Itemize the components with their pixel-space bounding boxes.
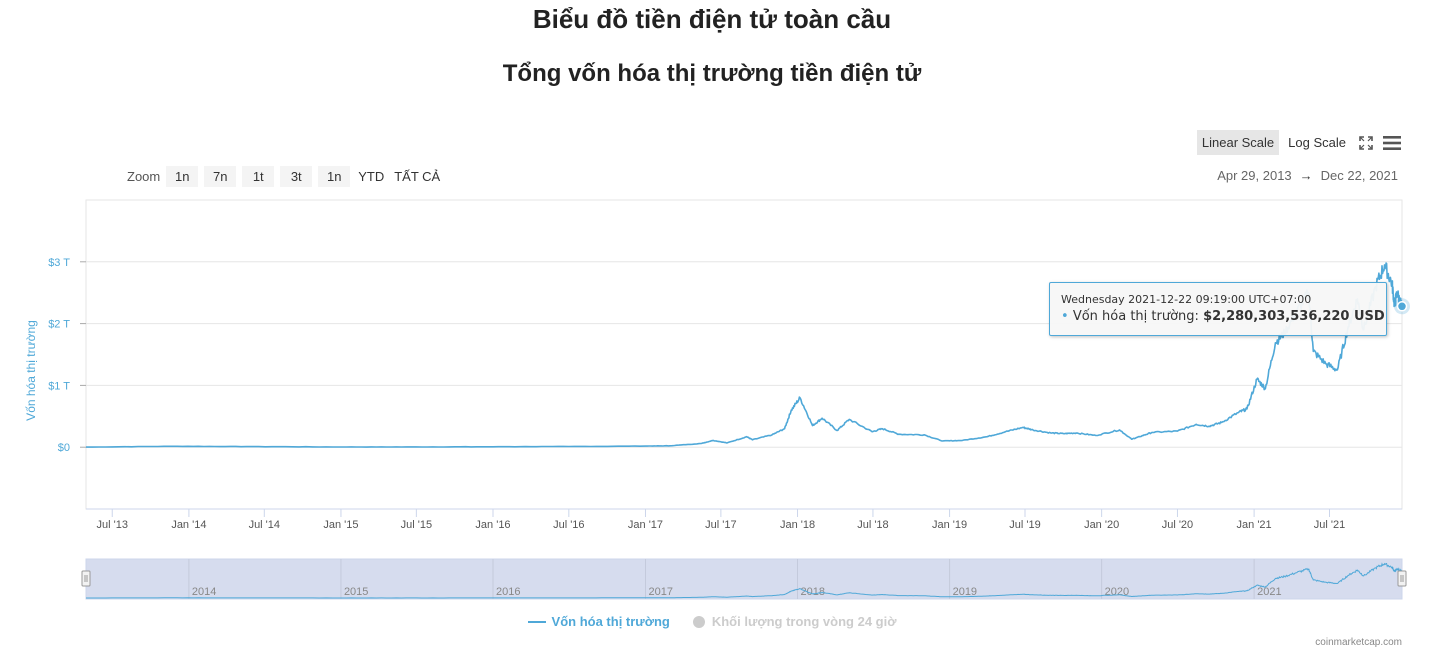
handle-body <box>81 570 91 587</box>
x-tick-label: Jul '21 <box>1314 519 1345 531</box>
zoom-1-day-button[interactable]: 1n <box>166 166 199 187</box>
navigator-left-handle[interactable] <box>81 570 91 587</box>
tooltip-value-row: • Vốn hóa thị trường: $2,280,303,536,220… <box>1061 309 1385 324</box>
x-tick-label: Jan '14 <box>171 519 206 531</box>
x-axis: Jul '13 Jan '14 Jul '14 Jan '15 Jul '15 Jan '… <box>86 508 1402 531</box>
navigator: 2014 2015 2016 2017 2018 2019 2020 2021 <box>81 558 1407 600</box>
scale-toolbar: Linear Scale Log Scale <box>1196 130 1403 155</box>
zoom-ytd-button[interactable]: YTD <box>358 169 385 184</box>
linear-scale-button[interactable]: Linear Scale <box>1196 130 1280 155</box>
navigator-tick-label: 2014 <box>192 586 216 598</box>
x-tick-label: Jan '15 <box>323 519 358 531</box>
credit-link[interactable]: coinmarketcap.com <box>1315 637 1402 648</box>
x-tick-label: Jul '15 <box>401 519 432 531</box>
tooltip-date: Wednesday 2021-12-22 09:19:00 UTC+07:00 <box>1061 293 1312 306</box>
y-tick-label: $1 T <box>48 380 70 392</box>
x-tick-label: Jul '20 <box>1162 519 1193 531</box>
date-range-to[interactable]: Dec 22, 2021 <box>1320 168 1398 183</box>
date-range: Apr 29, 2013 → Dec 22, 2021 <box>1217 168 1398 183</box>
navigator-tick-label: 2018 <box>801 586 825 598</box>
navigator-tick-label: 2017 <box>648 586 672 598</box>
navigator-tick-label: 2019 <box>953 586 977 598</box>
y-tick-label: $3 T <box>48 257 70 269</box>
x-tick-label: Jan '18 <box>780 519 815 531</box>
navigator-series-line <box>86 562 1403 599</box>
x-tick-label: Jan '21 <box>1237 519 1272 531</box>
x-tick-label: Jul '14 <box>249 519 280 531</box>
zoom-3-month-button[interactable]: 3t <box>280 166 313 187</box>
legend-label-volume: Khối lượng trong vòng 24 giờ <box>711 614 897 629</box>
tooltip-series: Vốn hóa thị trường: <box>1072 309 1199 324</box>
x-tick-label: Jul '16 <box>553 519 584 531</box>
date-range-arrow: → <box>1299 168 1313 183</box>
page-title: Biểu đồ tiền điện tử toàn cầu <box>532 4 892 34</box>
legend-label-market-cap: Vốn hóa thị trường <box>551 614 670 629</box>
log-scale-button[interactable]: Log Scale <box>1288 135 1346 150</box>
date-range-from[interactable]: Apr 29, 2013 <box>1217 168 1292 183</box>
plot-area <box>86 262 1410 448</box>
hamburger-menu-icon[interactable] <box>1381 132 1403 154</box>
y-tick-label: $2 T <box>48 319 70 331</box>
chart-title: Tổng vốn hóa thị trường tiền điện tử <box>502 60 922 87</box>
navigator-tick-label: 2016 <box>496 586 520 598</box>
x-tick-label: Jul '17 <box>705 519 736 531</box>
zoom-controls: Zoom 1n 7n 1t 3t 1n YTD TẤT CẢ <box>127 166 442 187</box>
plot-border <box>85 199 1403 510</box>
market-cap-series-line <box>86 262 1403 448</box>
y-axis: $0 $1 T $2 T $3 T Vốn hóa thị trường <box>24 257 86 454</box>
x-tick-label: Jan '20 <box>1084 519 1119 531</box>
legend-item-market-cap[interactable]: Vốn hóa thị trường <box>527 614 670 629</box>
fullscreen-icon[interactable] <box>1355 132 1377 154</box>
market-cap-chart[interactable]: $0 $1 T $2 T $3 T Vốn hóa thị trường Jul '13… <box>0 0 1429 610</box>
zoom-7-day-button[interactable]: 7n <box>204 166 237 187</box>
tooltip: Wednesday 2021-12-22 09:19:00 UTC+07:00 … <box>1049 282 1387 336</box>
x-tick-label: Jan '19 <box>932 519 967 531</box>
hover-marker <box>1396 301 1408 312</box>
x-tick-label: Jan '16 <box>475 519 510 531</box>
tooltip-value: $2,280,303,536,220 USD <box>1203 309 1385 324</box>
navigator-tick-label: 2020 <box>1105 586 1129 598</box>
x-tick-label: Jul '13 <box>97 519 128 531</box>
navigator-selection <box>85 558 1403 600</box>
y-axis-label: Vốn hóa thị trường <box>24 320 38 421</box>
x-tick-label: Jan '17 <box>628 519 663 531</box>
zoom-1-year-button[interactable]: 1n <box>318 166 351 187</box>
zoom-all-button[interactable]: TẤT CẢ <box>394 169 441 184</box>
legend: Vốn hóa thị trường Khối lượng trong vòng… <box>0 614 1424 629</box>
navigator-right-handle[interactable] <box>1397 570 1407 587</box>
navigator-tick-label: 2015 <box>344 586 368 598</box>
handle-body <box>1397 570 1407 587</box>
grid-lines <box>85 199 1403 510</box>
legend-item-volume[interactable]: Khối lượng trong vòng 24 giờ <box>692 614 897 629</box>
tooltip-bullet: • <box>1061 309 1069 324</box>
zoom-1-month-button[interactable]: 1t <box>242 166 275 187</box>
y-tick-label: $0 <box>58 442 70 454</box>
zoom-label: Zoom <box>127 169 161 184</box>
x-tick-label: Jul '18 <box>857 519 888 531</box>
navigator-tick-label: 2021 <box>1257 586 1281 598</box>
x-tick-label: Jul '19 <box>1009 519 1040 531</box>
